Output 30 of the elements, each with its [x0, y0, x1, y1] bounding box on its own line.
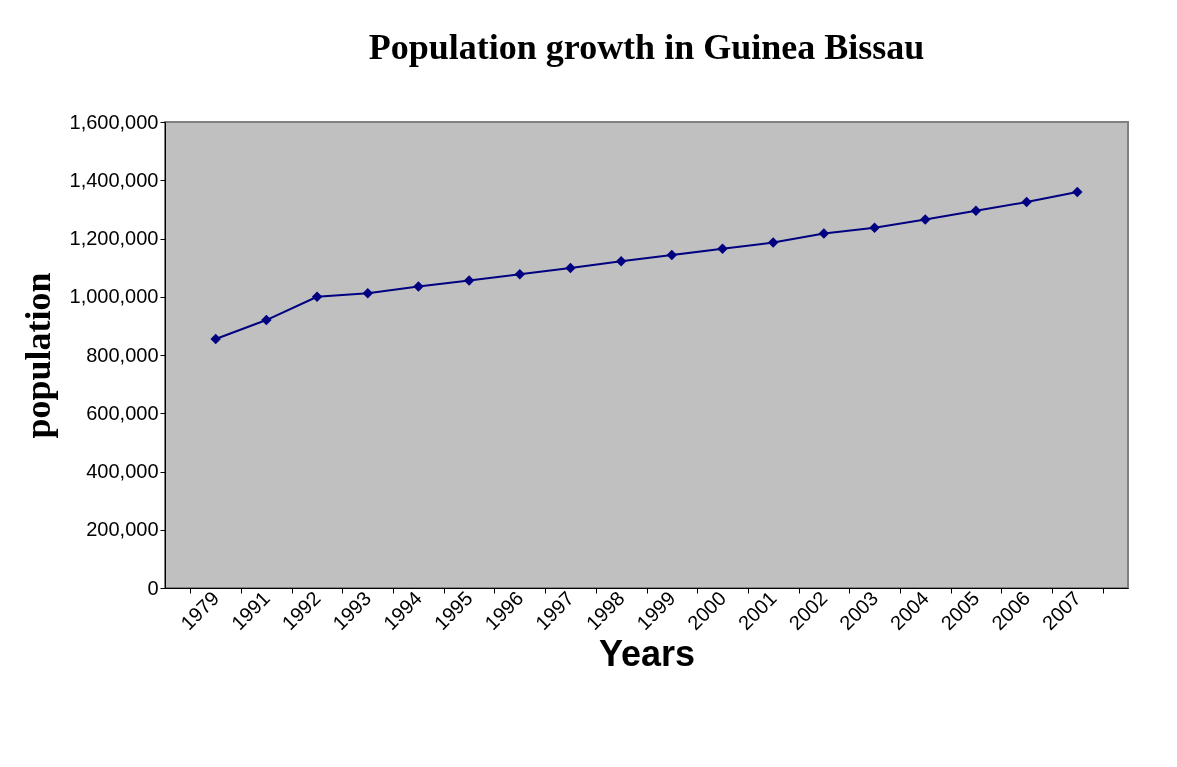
x-axis-title: Years	[598, 633, 696, 675]
point	[311, 291, 323, 302]
point	[210, 333, 221, 345]
point	[615, 255, 627, 267]
y-tick-label: 1,000,000	[69, 285, 159, 308]
y-tick-label: 1,400,000	[69, 168, 159, 191]
point	[666, 249, 678, 261]
chart-title: Population growth in Guinea Bissau	[368, 27, 925, 67]
point	[920, 214, 931, 225]
point	[869, 222, 880, 233]
y-tick-label: 0	[147, 576, 159, 599]
y-tick-label: 400,000	[86, 460, 159, 482]
point	[767, 237, 779, 248]
point	[1072, 186, 1083, 198]
point	[565, 262, 576, 274]
y-tick-label: 200,000	[86, 518, 159, 541]
point	[463, 275, 475, 286]
point	[717, 243, 728, 254]
y-tick-label: 800,000	[86, 343, 159, 366]
point	[413, 281, 424, 292]
point	[261, 314, 272, 326]
point	[514, 269, 526, 280]
point	[818, 228, 830, 239]
y-tick-label: 1,600,000	[69, 110, 159, 133]
y-tick-label: 600,000	[86, 401, 159, 424]
point	[362, 288, 373, 299]
y-tick-label: 1,200,000	[69, 227, 159, 249]
point	[1021, 196, 1032, 208]
point	[970, 205, 982, 217]
y-axis-title: population	[17, 272, 58, 439]
